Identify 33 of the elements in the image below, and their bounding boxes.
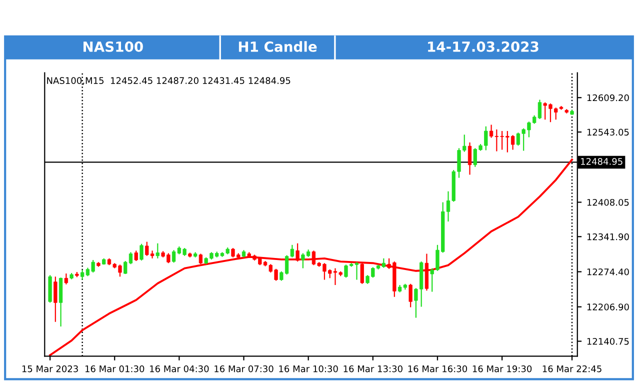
- candlestick: [64, 272, 68, 285]
- x-tick-label: 16 Mar 04:30: [150, 365, 209, 372]
- candlestick: [468, 142, 472, 176]
- x-tick-label: 16 Mar 01:30: [85, 365, 144, 372]
- x-tick-label: 16 Mar 10:30: [279, 365, 338, 372]
- y-tick-label: 12206.90: [587, 304, 629, 310]
- candlestick: [156, 242, 160, 259]
- y-tick-label: 12341.90: [587, 233, 629, 240]
- ref-line-label: 12484.95: [581, 158, 622, 165]
- x-tick-label: 16 Mar 22:45: [542, 365, 602, 372]
- y-tick-label: 12609.20: [587, 94, 629, 102]
- chart-subtitle: H1 Candle: [238, 41, 317, 52]
- candlestick: [290, 244, 294, 258]
- candlestick: [198, 253, 203, 265]
- chart-title: NAS100: [84, 41, 143, 52]
- candlestick: [360, 262, 364, 284]
- y-tick-label: 12408.05: [587, 198, 629, 206]
- candlestick: [296, 242, 300, 262]
- line-series: [49, 158, 573, 356]
- y-tick-label: 12274.40: [587, 268, 629, 276]
- y-tick-label: 12140.75: [587, 338, 629, 345]
- x-tick-label: 16 Mar 16:30: [408, 365, 468, 372]
- x-tick-label: 16 Mar 19:30: [472, 365, 532, 372]
- x-tick-label: 16 Mar 13:30: [344, 365, 402, 372]
- text: 14-17.03.2023: [428, 41, 538, 52]
- x-tick-label: 15 Mar 2023: [22, 365, 78, 372]
- candlestick: [134, 250, 138, 262]
- candlestick: [54, 276, 58, 322]
- x-tick-label: 16 Mar 07:30: [214, 365, 274, 372]
- annotation: NAS100,M15 12452.45 12487.20 12431.45 12484.95: [47, 77, 290, 85]
- y-tick-label: 12543.05: [587, 128, 629, 136]
- candlestick: [408, 283, 412, 308]
- candlestick: [140, 243, 144, 262]
